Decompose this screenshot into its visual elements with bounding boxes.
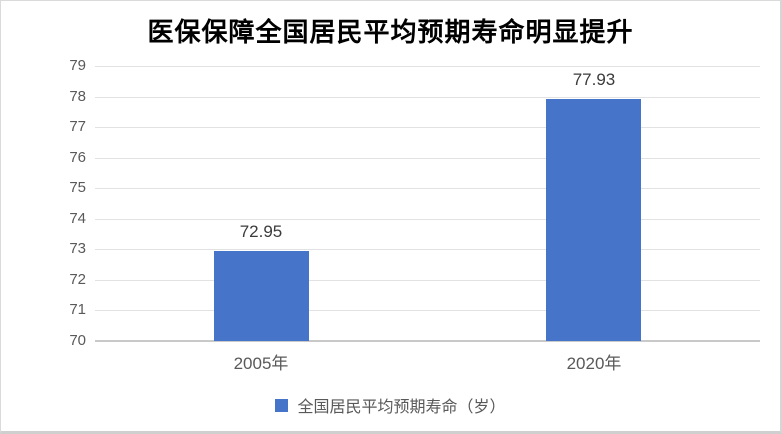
gridline (95, 66, 760, 67)
bar-2005年 (214, 251, 309, 341)
gridline (95, 188, 760, 190)
y-axis-tick-label: 72 (69, 270, 86, 288)
bar-value-label: 77.93 (572, 70, 616, 89)
y-axis-tick-label: 70 (69, 332, 86, 349)
y-axis-tick-label: 71 (69, 301, 86, 319)
gridline (95, 157, 760, 159)
gridline (95, 279, 760, 281)
y-axis-tick-label: 74 (69, 209, 86, 227)
gridline (95, 96, 760, 98)
bar-2020年 (546, 99, 641, 341)
legend: 全国居民平均预期寿命（岁） (1, 393, 780, 417)
chart-title: 医保保障全国居民平均预期寿命明显提升 (147, 17, 634, 47)
legend-label: 全国居民平均预期寿命（岁） (297, 399, 506, 416)
y-axis-tick-label: 78 (69, 87, 86, 105)
x-axis-tick-label: 2005年 (233, 354, 289, 373)
bar-value-label: 72.95 (239, 222, 283, 241)
y-axis-tick-label: 75 (69, 179, 86, 197)
x-axis-line (95, 340, 760, 342)
legend-swatch-icon (275, 399, 289, 412)
gridline (95, 127, 760, 129)
gridline (95, 249, 760, 251)
y-axis-tick-label: 77 (69, 118, 86, 136)
plot-area: 72.95 77.93 (95, 66, 760, 342)
gridline (95, 310, 760, 312)
y-axis-tick-label: 76 (69, 148, 86, 166)
gridline (95, 218, 760, 220)
y-axis-tick-label: 79 (69, 57, 86, 74)
y-axis-tick-label: 73 (69, 240, 86, 258)
x-axis-tick-label: 2020年 (566, 354, 622, 373)
